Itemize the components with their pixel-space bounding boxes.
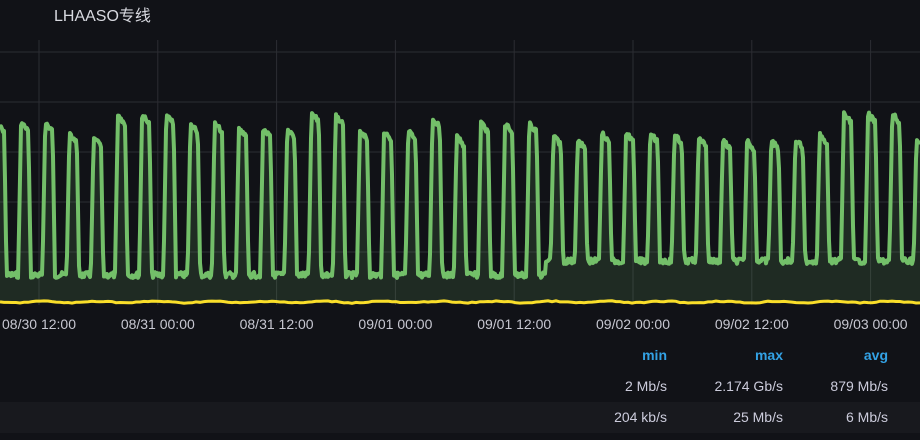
legend-table: min max avg 2 Mb/s 2.174 Gb/s 879 Mb/s 2…: [0, 340, 920, 433]
outbound-series-line: [0, 299, 920, 305]
x-tick-label: 08/31 00:00: [120, 316, 195, 332]
time-series-plot[interactable]: [0, 0, 920, 315]
inbound-avg: 879 Mb/s: [830, 378, 888, 394]
min-header[interactable]: min: [642, 347, 667, 363]
inbound-min: 2 Mb/s: [624, 378, 667, 394]
outbound-max: 25 Mb/s: [733, 409, 783, 425]
x-tick-label: 09/02 12:00: [714, 316, 789, 332]
panel-title: LHAASO专线: [54, 8, 151, 25]
legend-header: min max avg: [0, 340, 920, 371]
outbound-min: 204 kb/s: [614, 409, 667, 425]
inbound-area: [0, 112, 920, 303]
x-tick-label: 09/03 00:00: [833, 316, 908, 332]
legend-row-outbound[interactable]: 204 kb/s 25 Mb/s 6 Mb/s: [0, 402, 920, 433]
inbound-series-line: [0, 110, 920, 280]
x-tick-label: 08/30 12:00: [2, 316, 76, 332]
x-tick-label: 09/01 00:00: [358, 316, 433, 332]
x-tick-label: 08/31 12:00: [239, 316, 314, 332]
avg-header[interactable]: avg: [863, 347, 888, 363]
inbound-max: 2.174 Gb/s: [714, 378, 784, 394]
x-tick-label: 09/02 00:00: [596, 316, 670, 332]
legend-row-inbound[interactable]: 2 Mb/s 2.174 Gb/s 879 Mb/s: [0, 371, 920, 402]
outbound-avg: 6 Mb/s: [845, 409, 888, 425]
x-tick-label: 09/01 12:00: [477, 316, 552, 332]
max-header[interactable]: max: [754, 347, 783, 363]
